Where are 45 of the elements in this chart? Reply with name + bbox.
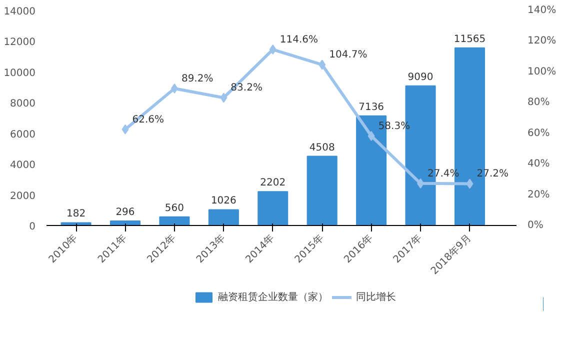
data-label: 7136 (358, 102, 384, 113)
bar (208, 209, 239, 226)
y2-tick-label: 60% (528, 128, 550, 139)
y2-tick-label: 20% (528, 189, 550, 200)
y-tick-label: 12000 (4, 37, 36, 48)
data-label: 114.6% (280, 34, 318, 46)
bar (159, 216, 190, 226)
y-tick-label: 4000 (10, 160, 36, 172)
bar (258, 191, 288, 226)
y-tick-label: 2000 (10, 190, 36, 202)
y-tick-label: 14000 (4, 6, 36, 18)
y2-tick-label: 40% (528, 158, 550, 170)
data-label: 4508 (309, 142, 335, 154)
point (170, 84, 178, 94)
data-label: 296 (116, 206, 135, 218)
point (417, 178, 424, 188)
point (269, 44, 276, 55)
bar (60, 222, 92, 226)
point (368, 130, 375, 141)
legend-label: 同比增长 (356, 290, 396, 304)
y2-tick-label: 120% (528, 36, 556, 47)
y2-tick-label: 0% (528, 220, 544, 231)
data-label: 89.2% (181, 74, 214, 85)
y2-tick-label: 140% (528, 5, 556, 16)
y-tick-label: 0 (29, 222, 36, 232)
data-label: 104.7% (329, 50, 368, 61)
data-label: 11565 (454, 34, 486, 45)
point (466, 178, 474, 189)
point (318, 60, 326, 70)
y-tick-label: 6000 (10, 129, 36, 140)
data-label: 62.6% (132, 114, 164, 126)
legend-label: 融资租赁企业数量（家） (218, 290, 328, 304)
data-label: 9090 (408, 72, 434, 83)
data-label: 182 (66, 208, 86, 220)
data-label: 2202 (260, 178, 286, 189)
data-label: 1026 (210, 196, 236, 207)
point (220, 92, 228, 103)
data-label: 83.2% (230, 82, 262, 94)
bar (306, 156, 338, 226)
y2-tick-label: 80% (528, 97, 550, 108)
y2-tick-label: 100% (528, 66, 556, 78)
y-tick-label: 10000 (4, 68, 36, 79)
y-tick-label: 8000 (10, 98, 36, 110)
data-label: 560 (164, 202, 184, 214)
point (122, 124, 129, 134)
